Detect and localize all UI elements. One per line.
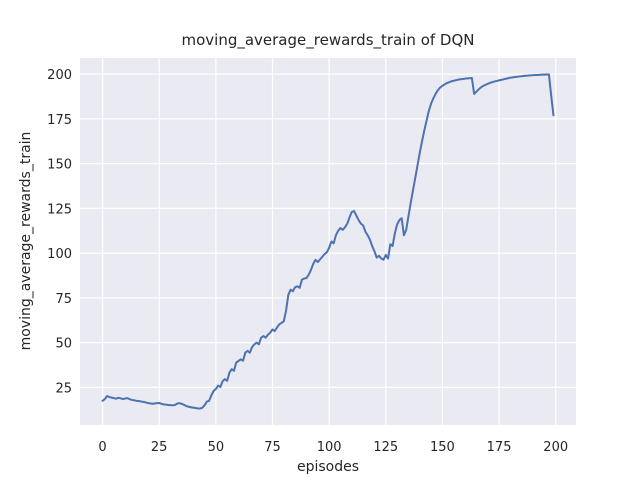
x-tick-label: 25 bbox=[151, 440, 168, 455]
x-tick-label: 100 bbox=[317, 440, 342, 455]
x-axis-label: episodes bbox=[297, 459, 359, 475]
x-tick-label: 50 bbox=[208, 440, 225, 455]
y-tick-label: 200 bbox=[47, 68, 72, 83]
reward-line bbox=[101, 73, 555, 410]
y-axis-label: moving_average_rewards_train bbox=[18, 132, 34, 351]
plot-area: 0 25 50 75 100 125 150 175 200 25 50 75 100 125 150 175… bbox=[47, 58, 576, 455]
y-tick-label: 150 bbox=[47, 158, 72, 173]
y-tick-label: 50 bbox=[55, 337, 72, 352]
y-tick-label: 25 bbox=[55, 381, 72, 396]
y-tick-label: 100 bbox=[47, 247, 72, 262]
chart-title: moving_average_rewards_train of DQN bbox=[181, 31, 474, 50]
x-tick-label: 200 bbox=[543, 440, 568, 455]
x-tick-label: 75 bbox=[264, 440, 281, 455]
y-tick-label: 75 bbox=[55, 292, 72, 307]
x-tick-label: 0 bbox=[98, 440, 106, 455]
x-tick-label: 175 bbox=[487, 440, 512, 455]
y-tick-label: 175 bbox=[47, 113, 72, 128]
y-tick-label: 125 bbox=[47, 202, 72, 217]
axes-background bbox=[80, 58, 576, 425]
x-tick-label: 150 bbox=[430, 440, 455, 455]
x-tick-label: 125 bbox=[373, 440, 398, 455]
